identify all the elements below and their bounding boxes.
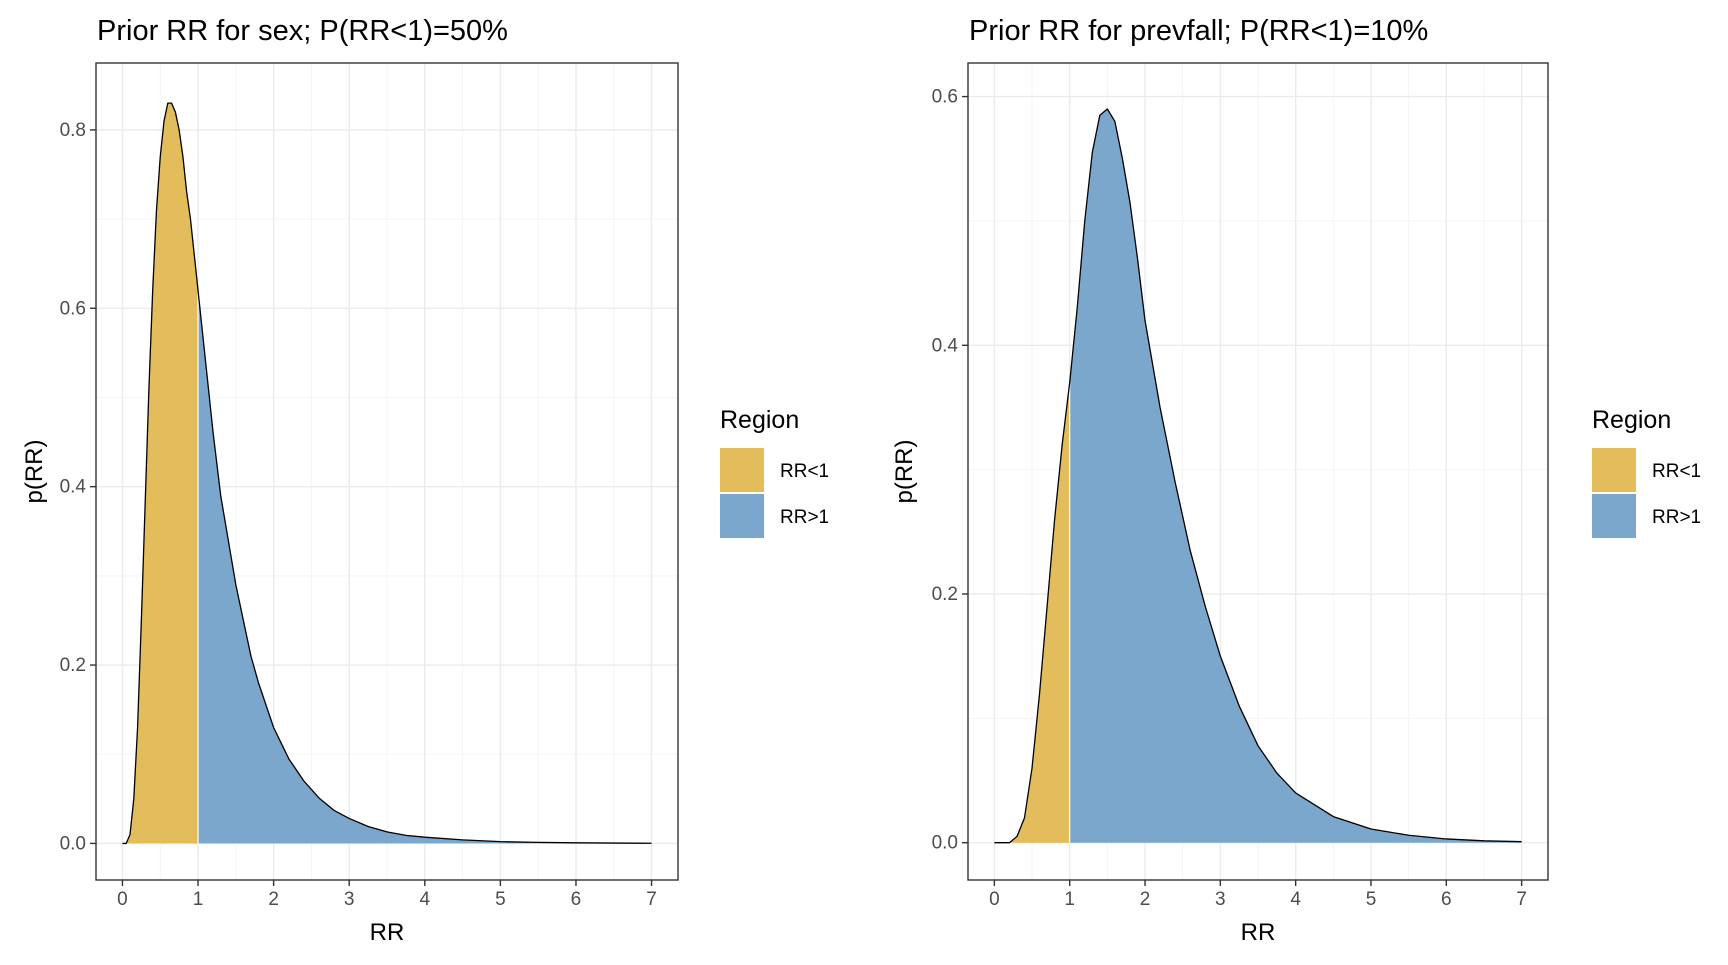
legend-label: RR<1: [780, 461, 829, 482]
area-rr-below-1: [122, 103, 199, 844]
x-tick-label: 5: [495, 889, 506, 910]
area-rr-above-1: [198, 290, 652, 844]
x-tick-label: 6: [571, 889, 582, 910]
panel-border: [967, 62, 1549, 881]
x-axis-title: RR: [1241, 919, 1276, 946]
x-tick-label: 3: [1215, 889, 1226, 910]
chart-panel-1: 0 1 2 3 4 5 6 7 0.0 0.2 0.4 0.6 0.8 RR p(RR) Prior RR f…: [21, 15, 829, 946]
y-tick-label: 0.6: [932, 87, 958, 108]
x-tick-label: 0: [117, 889, 128, 910]
y-tick-label: 0.4: [932, 335, 959, 356]
x-tick-label: 6: [1441, 889, 1452, 910]
x-tick-label: 4: [1290, 889, 1301, 910]
x-tick-label: 7: [1516, 889, 1527, 910]
x-tick-label: 1: [193, 889, 204, 910]
x-tick-label: 2: [1140, 889, 1151, 910]
y-tick-label: 0.8: [60, 120, 86, 141]
x-tick-label: 5: [1366, 889, 1377, 910]
chart-title: Prior RR for sex; P(RR<1)=50%: [97, 15, 508, 47]
x-tick-label: 4: [420, 889, 431, 910]
x-tick-label: 0: [989, 889, 1000, 910]
y-tick-label: 0.6: [60, 298, 86, 319]
x-tick-label: 7: [646, 889, 657, 910]
legend-label: RR>1: [1652, 507, 1701, 528]
legend-swatch: [720, 494, 764, 538]
chart-title: Prior RR for prevfall; P(RR<1)=10%: [969, 15, 1428, 47]
density-curve: [122, 102, 652, 845]
legend: Region RR<1 RR>1: [1592, 406, 1701, 538]
legend-title: Region: [1592, 406, 1671, 434]
area-rr-below-1: [994, 382, 1070, 843]
x-tick-label: 1: [1064, 889, 1075, 910]
y-axis-title: p(RR): [891, 440, 918, 504]
y-tick-label: 0.0: [60, 833, 86, 854]
legend: Region RR<1 RR>1: [720, 406, 829, 538]
y-tick-label: 0.2: [60, 655, 86, 676]
density-curve: [994, 108, 1522, 844]
legend-title: Region: [720, 406, 799, 434]
legend-swatch: [720, 448, 764, 492]
legend-swatch: [1592, 448, 1636, 492]
legend-label: RR<1: [1652, 461, 1701, 482]
y-tick-label: 0.4: [60, 477, 87, 498]
x-tick-label: 3: [344, 889, 355, 910]
y-tick-label: 0.2: [932, 584, 958, 605]
y-tick-label: 0.0: [932, 833, 958, 854]
area-rr-above-1: [1069, 109, 1522, 843]
panel-border: [95, 62, 679, 881]
legend-label: RR>1: [780, 507, 829, 528]
legend-swatch: [1592, 494, 1636, 538]
x-tick-label: 2: [268, 889, 279, 910]
chart-panel-2: 0 1 2 3 4 5 6 7 0.0 0.2 0.4 0.6 RR p(RR) Prior RR for …: [891, 15, 1701, 946]
y-axis-title: p(RR): [21, 440, 48, 504]
x-axis-title: RR: [370, 919, 405, 946]
